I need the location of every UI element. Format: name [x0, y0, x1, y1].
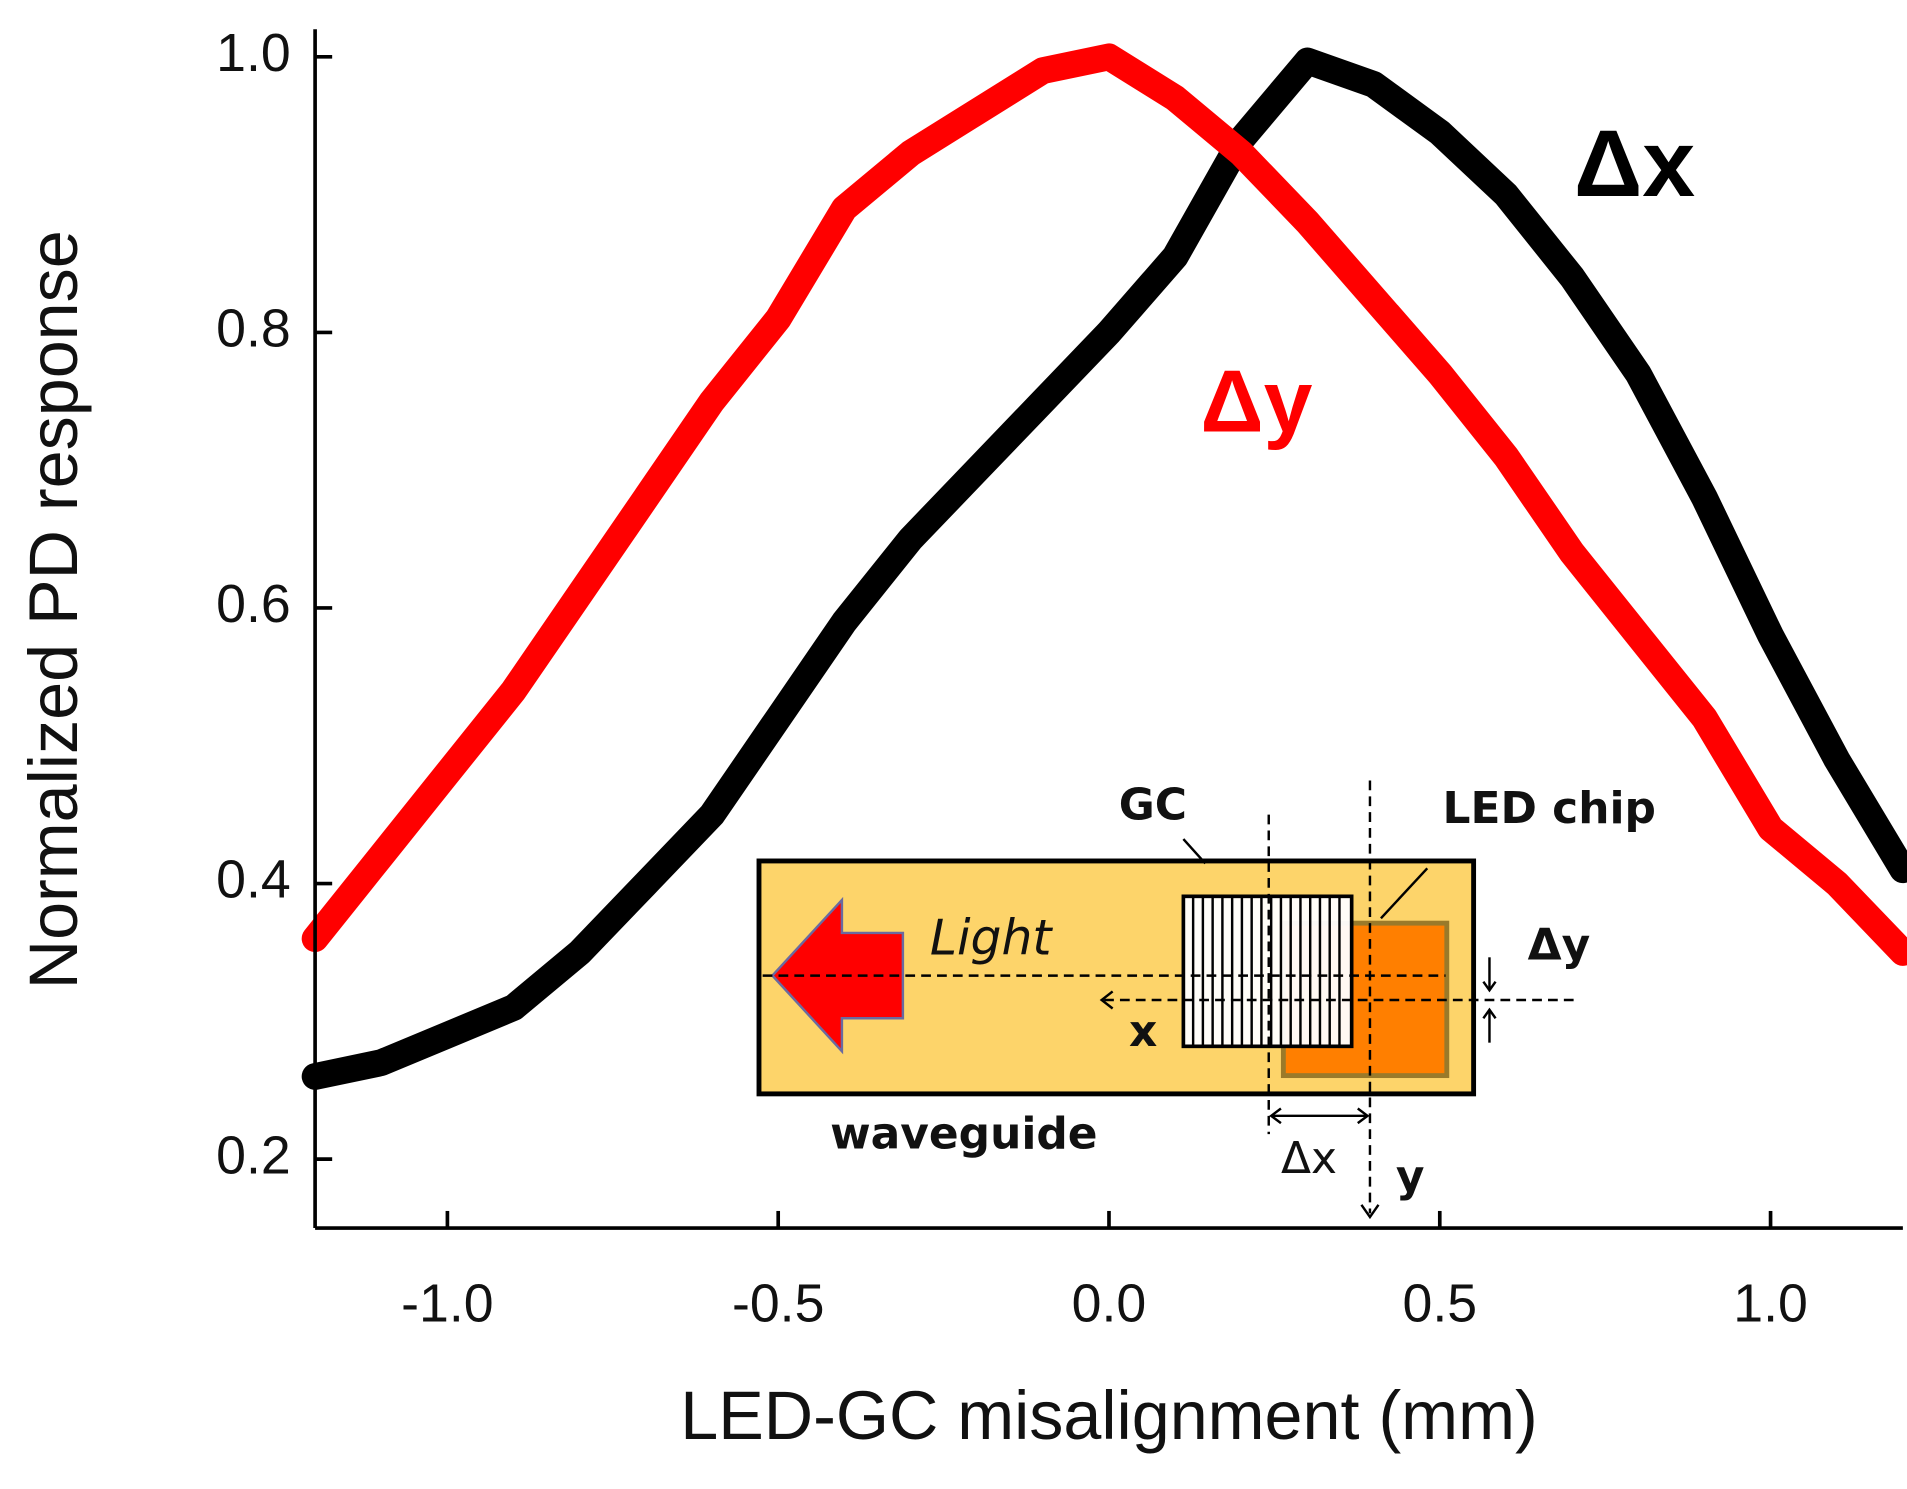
arrows: [1099, 838, 1497, 1220]
light-label: Light: [930, 909, 1054, 966]
y-tick-label: 0.8: [216, 299, 291, 359]
y-tick-label: 0.6: [216, 574, 291, 634]
y-tick-label: 0.2: [216, 1125, 291, 1185]
x-tick-label: 1.0: [1733, 1273, 1808, 1333]
y-axis-title: Normalized PD response: [16, 230, 92, 989]
y-dir-label: y: [1396, 1151, 1425, 1202]
waveguide-label: waveguide: [830, 1109, 1097, 1160]
series-label: Δy: [1201, 353, 1313, 451]
plot-area: 0.2 0.4 0.6 0.8 1.0 -1.0 -0.5 0.0 0.5 1.0: [216, 23, 1907, 1333]
inset-diagram: GC LED chip Light x Δy Δx y waveguide: [756, 779, 1656, 1220]
x-tick-label: -0.5: [732, 1273, 824, 1333]
light-arrow: [770, 896, 905, 1055]
dy-label: Δy: [1528, 920, 1591, 971]
dashed-guides: [762, 780, 1580, 1214]
x-tick-label: 0.5: [1402, 1273, 1477, 1333]
x-tick-label: 0.0: [1072, 1273, 1147, 1333]
x-axis-title: LED-GC misalignment (mm): [680, 1378, 1537, 1454]
dx-label: Δx: [1281, 1133, 1337, 1184]
led-label: LED chip: [1443, 783, 1656, 834]
y-tick-label: 0.4: [216, 850, 291, 910]
gc-label: GC: [1119, 779, 1187, 830]
series-label: Δx: [1574, 111, 1695, 217]
x-dir-label: x: [1129, 1006, 1157, 1057]
x-tick-label: -1.0: [401, 1273, 493, 1333]
y-tick-label: 1.0: [216, 23, 291, 83]
data-line: [301, 43, 1907, 966]
grating-lines: [1191, 896, 1341, 1047]
data-line: [301, 47, 1907, 1090]
